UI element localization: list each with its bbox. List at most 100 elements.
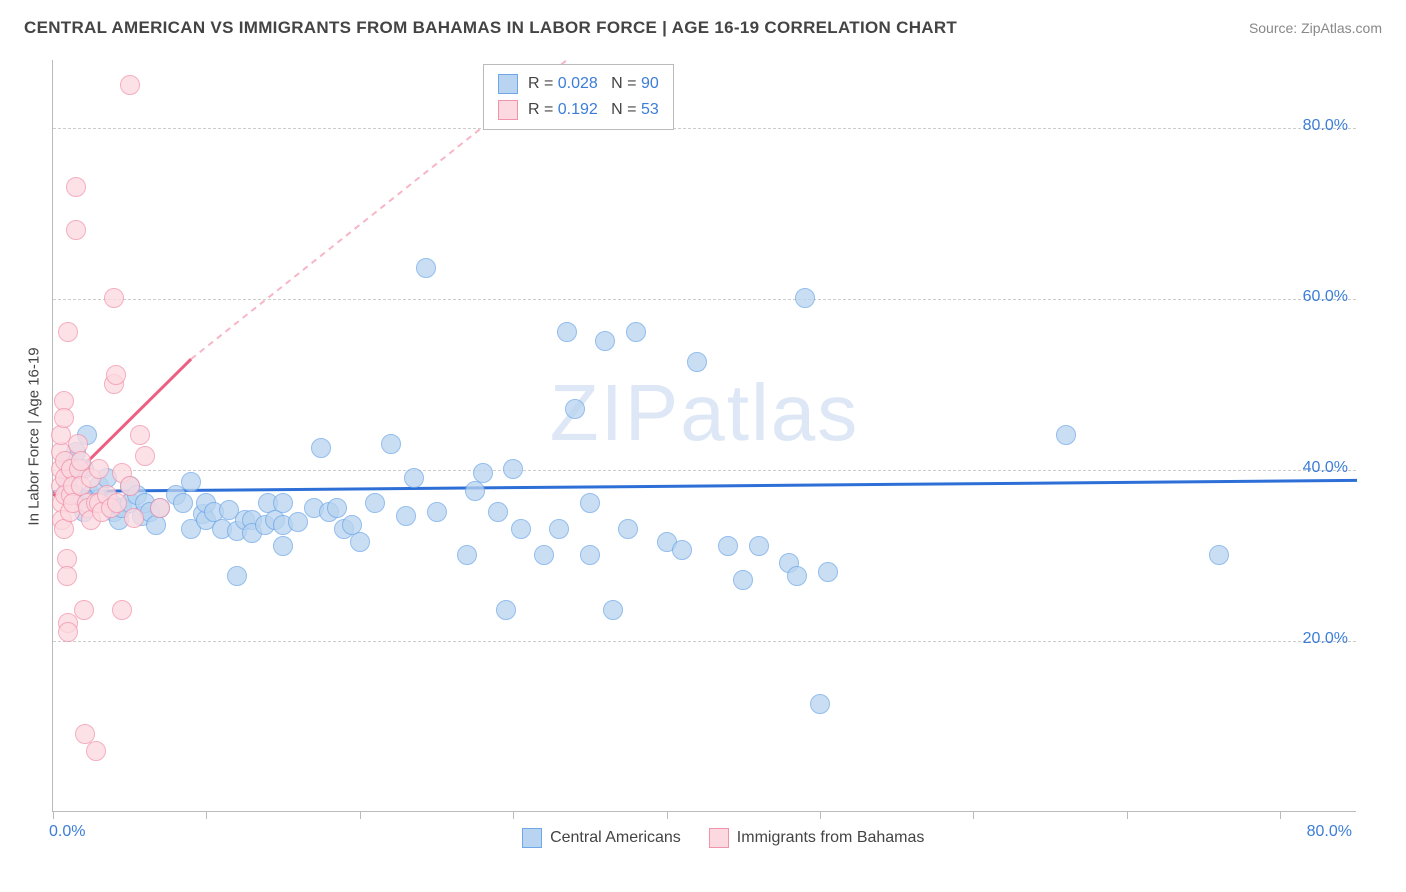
- scatter-point: [396, 506, 416, 526]
- scatter-point: [54, 519, 74, 539]
- scatter-point: [104, 288, 124, 308]
- scatter-point: [120, 476, 140, 496]
- scatter-point: [86, 741, 106, 761]
- scatter-point: [173, 493, 193, 513]
- scatter-point: [404, 468, 424, 488]
- scatter-point: [146, 515, 166, 535]
- plot-area: 20.0%40.0%60.0%80.0%0.0%80.0%ZIPatlasR =…: [52, 60, 1356, 812]
- scatter-point: [718, 536, 738, 556]
- scatter-point: [365, 493, 385, 513]
- y-axis-label: In Labor Force | Age 16-19: [26, 337, 43, 537]
- footer-legend-item: Central Americans: [522, 828, 681, 848]
- legend-swatch: [498, 100, 518, 120]
- scatter-point: [381, 434, 401, 454]
- scatter-point: [89, 459, 109, 479]
- gridline-h: [53, 128, 1356, 129]
- scatter-point: [327, 498, 347, 518]
- scatter-point: [135, 446, 155, 466]
- scatter-point: [58, 322, 78, 342]
- scatter-point: [150, 498, 170, 518]
- scatter-point: [503, 459, 523, 479]
- scatter-point: [120, 75, 140, 95]
- scatter-point: [58, 622, 78, 642]
- scatter-point: [66, 177, 86, 197]
- stats-legend-row: R = 0.192 N = 53: [498, 97, 659, 123]
- stats-legend-row: R = 0.028 N = 90: [498, 71, 659, 97]
- scatter-point: [181, 472, 201, 492]
- scatter-point: [749, 536, 769, 556]
- scatter-point: [672, 540, 692, 560]
- scatter-point: [416, 258, 436, 278]
- trend-svg: [53, 60, 1357, 812]
- x-axis-max-label: 80.0%: [1307, 823, 1352, 841]
- scatter-point: [473, 463, 493, 483]
- scatter-point: [427, 502, 447, 522]
- x-tick: [820, 811, 821, 819]
- footer-legend: Central Americans Immigrants from Bahamas: [522, 828, 924, 848]
- scatter-point: [273, 493, 293, 513]
- gridline-h: [53, 299, 1356, 300]
- scatter-point: [465, 481, 485, 501]
- chart-source: Source: ZipAtlas.com: [1249, 20, 1382, 36]
- stats-text: R = 0.028 N = 90: [528, 75, 659, 93]
- scatter-point: [626, 322, 646, 342]
- chart-header: CENTRAL AMERICAN VS IMMIGRANTS FROM BAHA…: [24, 18, 1382, 38]
- scatter-point: [130, 425, 150, 445]
- scatter-point: [511, 519, 531, 539]
- chart-title: CENTRAL AMERICAN VS IMMIGRANTS FROM BAHA…: [24, 18, 957, 38]
- scatter-point: [580, 493, 600, 513]
- scatter-point: [54, 408, 74, 428]
- scatter-point: [288, 512, 308, 532]
- x-tick: [513, 811, 514, 819]
- x-tick: [1280, 811, 1281, 819]
- y-tick-label: 40.0%: [1303, 459, 1348, 477]
- x-tick: [360, 811, 361, 819]
- x-tick: [667, 811, 668, 819]
- scatter-point: [618, 519, 638, 539]
- scatter-point: [1209, 545, 1229, 565]
- scatter-point: [227, 566, 247, 586]
- stats-legend: R = 0.028 N = 90 R = 0.192 N = 53: [483, 64, 674, 130]
- scatter-point: [66, 220, 86, 240]
- x-tick: [206, 811, 207, 819]
- scatter-point: [124, 508, 144, 528]
- watermark: ZIPatlas: [550, 367, 859, 459]
- scatter-point: [112, 600, 132, 620]
- scatter-point: [733, 570, 753, 590]
- scatter-point: [496, 600, 516, 620]
- scatter-point: [488, 502, 508, 522]
- scatter-point: [457, 545, 477, 565]
- scatter-point: [565, 399, 585, 419]
- scatter-point: [549, 519, 569, 539]
- legend-label: Immigrants from Bahamas: [737, 829, 925, 847]
- scatter-point: [57, 566, 77, 586]
- scatter-point: [603, 600, 623, 620]
- y-tick-label: 20.0%: [1303, 630, 1348, 648]
- legend-swatch: [522, 828, 542, 848]
- y-tick-label: 80.0%: [1303, 117, 1348, 135]
- scatter-point: [107, 493, 127, 513]
- scatter-point: [580, 545, 600, 565]
- scatter-point: [557, 322, 577, 342]
- legend-swatch: [709, 828, 729, 848]
- x-tick: [1127, 811, 1128, 819]
- x-axis-min-label: 0.0%: [49, 823, 85, 841]
- legend-swatch: [498, 74, 518, 94]
- gridline-h: [53, 470, 1356, 471]
- scatter-point: [818, 562, 838, 582]
- scatter-point: [787, 566, 807, 586]
- gridline-h: [53, 641, 1356, 642]
- stats-text: R = 0.192 N = 53: [528, 101, 659, 119]
- scatter-point: [595, 331, 615, 351]
- y-tick-label: 60.0%: [1303, 288, 1348, 306]
- scatter-point: [1056, 425, 1076, 445]
- legend-label: Central Americans: [550, 829, 681, 847]
- scatter-point: [687, 352, 707, 372]
- footer-legend-item: Immigrants from Bahamas: [709, 828, 925, 848]
- scatter-point: [74, 600, 94, 620]
- scatter-point: [350, 532, 370, 552]
- scatter-point: [273, 536, 293, 556]
- x-tick: [53, 811, 54, 819]
- x-tick: [973, 811, 974, 819]
- scatter-point: [311, 438, 331, 458]
